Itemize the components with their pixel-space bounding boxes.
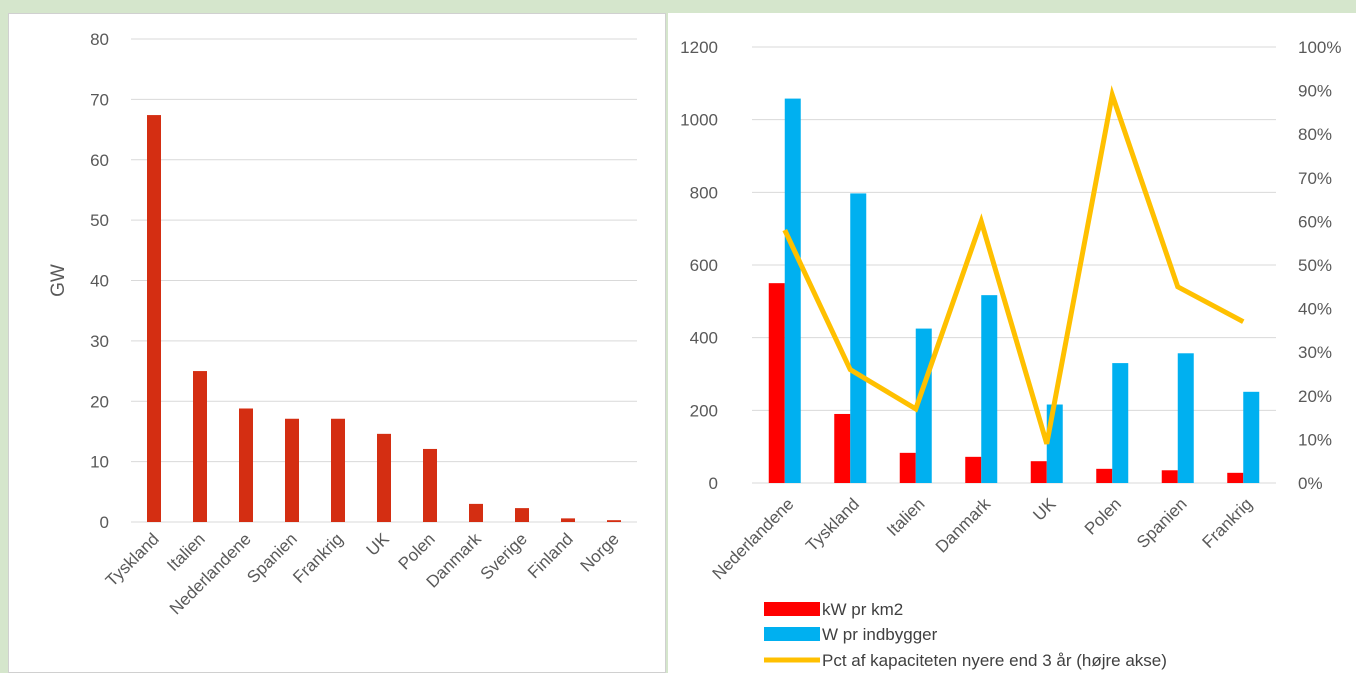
y-tick-label: 800 [690, 183, 718, 202]
y-tick-label: 70 [90, 90, 109, 109]
bar-kw-pr-km2 [1096, 468, 1113, 483]
bar-w-pr-indbygger [981, 295, 998, 483]
bar [469, 503, 483, 522]
x-tick-label: UK [1029, 494, 1060, 525]
y2-tick-label: 40% [1298, 300, 1332, 319]
right-chart-panel: 0 200 400 600 800 1000 1200 0% 10% 20% 30% 40% 50% 60… [668, 13, 1356, 673]
y-tick-label: 1200 [680, 38, 718, 57]
bar-w-pr-indbygger [850, 193, 867, 483]
legend-swatch-w-pr-indbygger [764, 627, 820, 641]
y2-tick-label: 100% [1298, 38, 1341, 57]
bar [147, 115, 161, 522]
y-tick-label: 30 [90, 332, 109, 351]
x-tick-label: Nederlandene [166, 529, 255, 618]
y-tick-label: 200 [690, 401, 718, 420]
bar-kw-pr-km2 [1227, 472, 1244, 483]
bar [285, 418, 299, 522]
x-tick-label: Danmark [932, 494, 995, 557]
density-combo-chart: 0 200 400 600 800 1000 1200 0% 10% 20% 30% 40% 50% 60… [680, 38, 1341, 670]
y-tick-label: 40 [90, 272, 109, 291]
bar-kw-pr-km2 [965, 456, 982, 483]
bar [607, 520, 621, 522]
x-tick-label: Nederlandene [709, 494, 798, 583]
x-tick-label: Norge [577, 529, 623, 575]
y2-tick-label: 20% [1298, 387, 1332, 406]
bar [561, 518, 575, 522]
bar [515, 508, 529, 522]
bar [423, 448, 437, 522]
y2-tick-label: 50% [1298, 256, 1332, 275]
bar [331, 418, 345, 522]
y-tick-label: 50 [90, 211, 109, 230]
y2-tick-label: 10% [1298, 430, 1332, 449]
y2-tick-label: 90% [1298, 82, 1332, 101]
y-tick-label: 0 [709, 474, 718, 493]
line-pct-nyere [782, 85, 1245, 445]
x-tick-label: Tyskland [102, 529, 163, 590]
x-tick-label: Spanien [1133, 494, 1191, 552]
y-tick-label: 80 [90, 30, 109, 49]
y2-tick-label: 80% [1298, 125, 1332, 144]
x-tick-label: Finland [524, 529, 577, 582]
y-tick-label: 60 [90, 151, 109, 170]
x-tick-label: UK [363, 529, 394, 560]
y-tick-label: 400 [690, 329, 718, 348]
bar-kw-pr-km2 [834, 413, 851, 483]
bar-kw-pr-km2 [768, 283, 785, 483]
bar-kw-pr-km2 [899, 452, 916, 483]
y-tick-label: 1000 [680, 111, 718, 130]
x-tick-label: Polen [395, 529, 439, 573]
bar [377, 433, 391, 522]
x-tick-label: Italien [883, 494, 929, 540]
y-tick-label: 10 [90, 453, 109, 472]
y-tick-label: 0 [100, 513, 109, 532]
x-tick-label: Polen [1081, 494, 1125, 538]
x-tick-label: Spanien [243, 529, 301, 587]
legend-label-pct-nyere: Pct af kapaciteten nyere end 3 år (højre… [822, 651, 1167, 670]
y2-tick-label: 0% [1298, 474, 1323, 493]
bar-kw-pr-km2 [1161, 470, 1178, 483]
y2-tick-label: 60% [1298, 212, 1332, 231]
bar-w-pr-indbygger [1112, 363, 1129, 483]
bar-w-pr-indbygger [784, 98, 801, 484]
x-tick-label: Tyskland [802, 494, 863, 555]
x-tick-label: Frankrig [1199, 494, 1257, 552]
bar-w-pr-indbygger [1177, 353, 1194, 483]
x-tick-label: Frankrig [289, 529, 347, 587]
bar [193, 371, 207, 522]
bar-w-pr-indbygger [1243, 391, 1260, 483]
legend-label-w-pr-indbygger: W pr indbygger [822, 625, 938, 644]
legend-swatch-kw-pr-km2 [764, 602, 820, 616]
legend-label-kw-pr-km2: kW pr km2 [822, 600, 903, 619]
y2-tick-label: 70% [1298, 169, 1332, 188]
left-chart-panel: 0 10 20 30 40 50 60 70 80 GW Tyskland Italien Nederl… [8, 13, 666, 673]
y-axis-title: GW [48, 264, 69, 297]
bar [239, 408, 253, 522]
x-tick-label: Sverige [477, 529, 531, 583]
y-tick-label: 600 [690, 256, 718, 275]
bar-kw-pr-km2 [1030, 461, 1047, 483]
y-tick-label: 20 [90, 392, 109, 411]
y2-tick-label: 30% [1298, 343, 1332, 362]
